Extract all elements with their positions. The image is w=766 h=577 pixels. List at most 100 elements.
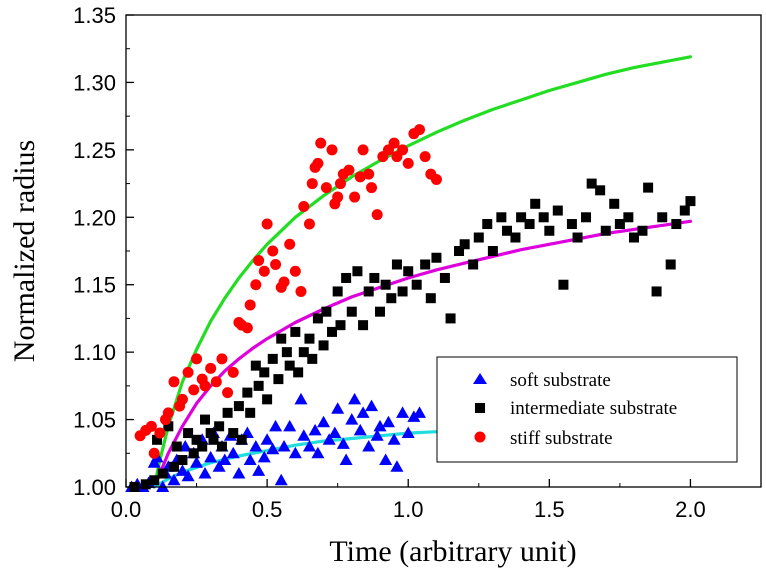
- soft-substrate-point: [387, 433, 401, 445]
- legend-box: [436, 356, 738, 463]
- intermediate-substrate-point: [293, 367, 304, 378]
- soft-substrate-point: [175, 464, 189, 476]
- soft-substrate-point: [277, 440, 291, 452]
- stiff-substrate-point: [332, 191, 344, 203]
- soft-substrate-point: [212, 460, 226, 472]
- intermediate-substrate-point: [454, 246, 465, 256]
- intermediate-substrate-point: [595, 185, 606, 196]
- intermediate-substrate-point: [524, 219, 535, 230]
- stiff-substrate-point: [295, 285, 307, 297]
- intermediate-substrate-point: [425, 293, 436, 304]
- intermediate-substrate-point: [168, 461, 179, 472]
- soft-substrate-point: [390, 460, 404, 472]
- intermediate-substrate-point: [572, 232, 583, 243]
- stiff-substrate-point: [388, 137, 400, 149]
- intermediate-substrate-point: [657, 212, 668, 223]
- soft-substrate-point: [308, 423, 322, 436]
- intermediate-substrate-point: [510, 232, 521, 243]
- stiff-substrate-point: [354, 171, 366, 183]
- stiff-substrate-point: [227, 366, 239, 378]
- stiff-substrate-point: [145, 420, 157, 432]
- intermediate-substrate-point: [188, 448, 199, 459]
- soft-substrate-point: [204, 450, 218, 463]
- stiff-substrate-point: [298, 200, 310, 212]
- legend-label-soft-substrate: soft substrate: [510, 370, 611, 391]
- intermediate-substrate-point: [375, 306, 385, 317]
- soft-substrate-point: [167, 473, 181, 486]
- soft-substrate-point: [317, 415, 331, 428]
- intermediate-substrate-point: [321, 306, 332, 317]
- intermediate-substrate-point: [228, 428, 239, 439]
- stiff-substrate-point: [154, 427, 166, 439]
- intermediate-substrate-point: [445, 313, 456, 324]
- y-tick-label: 1.30: [73, 70, 116, 95]
- stiff-substrate-point: [199, 380, 211, 392]
- soft-substrate-point: [331, 402, 345, 414]
- intermediate-substrate-point: [581, 212, 592, 223]
- legend-label-intermediate-substrate: intermediate substrate: [510, 398, 677, 419]
- x-axis-title: Time (arbitrary unit): [329, 535, 576, 568]
- soft-substrate-point: [257, 450, 271, 463]
- soft-substrate-point: [322, 433, 336, 445]
- intermediate-substrate-point: [586, 178, 597, 189]
- intermediate-substrate-point: [609, 198, 620, 209]
- soft-substrate-point: [294, 392, 308, 405]
- data-markers: [125, 124, 696, 492]
- soft-substrate-point: [198, 467, 212, 479]
- intermediate-substrate-point: [614, 219, 625, 230]
- intermediate-substrate-point: [290, 326, 301, 337]
- intermediate-substrate-point: [177, 455, 188, 466]
- stiff-substrate-point: [371, 209, 383, 221]
- y-tick-label: 1.25: [73, 138, 116, 163]
- x-tick-label: 2.0: [675, 497, 706, 522]
- intermediate-substrate-point: [267, 353, 278, 364]
- intermediate-substrate-point: [200, 414, 211, 425]
- stiff-substrate-point: [267, 245, 279, 257]
- stiff-substrate-point: [419, 151, 431, 163]
- intermediate-substrate-point: [242, 387, 253, 398]
- intermediate-substrate-point: [327, 326, 338, 337]
- intermediate-substrate-point: [420, 259, 431, 270]
- legend-marker-soft-substrate: [473, 373, 487, 384]
- intermediate-substrate-point: [459, 239, 470, 250]
- intermediate-substrate-point: [346, 306, 357, 317]
- intermediate-substrate-point: [685, 196, 696, 207]
- stiff-substrate-point: [188, 384, 200, 396]
- soft-substrate-point: [345, 413, 359, 425]
- intermediate-substrate-point: [152, 434, 163, 445]
- stiff-substrate-point: [148, 447, 160, 459]
- intermediate-substrate-point: [236, 434, 247, 445]
- intermediate-substrate-point: [312, 313, 323, 324]
- y-tick-label: 1.00: [73, 475, 116, 500]
- soft-substrate-point: [336, 437, 350, 449]
- soft-substrate-point: [232, 467, 246, 479]
- stiff-substrate-point: [261, 218, 273, 230]
- stiff-substrate-point: [289, 265, 301, 277]
- intermediate-substrate-point: [538, 212, 549, 223]
- stiff-substrate-point: [270, 258, 282, 270]
- stiff-substrate-point: [176, 393, 188, 405]
- intermediate-substrate-point: [473, 232, 484, 243]
- stiff-substrate-point: [357, 144, 369, 156]
- soft-substrate-point: [348, 392, 362, 405]
- intermediate-substrate-point: [253, 380, 264, 391]
- intermediate-substrate-point: [502, 225, 512, 236]
- x-tick-label: 1.5: [534, 497, 565, 522]
- intermediate-substrate-point: [214, 421, 225, 432]
- intermediate-substrate-point: [183, 428, 194, 439]
- soft-substrate-point: [302, 440, 316, 452]
- intermediate-substrate-point: [643, 182, 654, 193]
- intermediate-substrate-point: [273, 374, 284, 385]
- legend-marker-intermediate-substrate: [475, 403, 485, 413]
- soft-substrate-point: [269, 419, 283, 432]
- intermediate-substrate-point: [341, 272, 352, 283]
- stiff-substrate-point: [258, 265, 270, 277]
- soft-substrate-point: [249, 440, 263, 452]
- intermediate-substrate-point: [544, 225, 555, 236]
- soft-substrate-point: [274, 473, 288, 486]
- y-tick-label: 1.05: [73, 408, 116, 433]
- intermediate-substrate-point: [284, 360, 295, 371]
- intermediate-substrate-point: [629, 232, 639, 243]
- y-axis-title: Normalized radius: [8, 140, 41, 362]
- intermediate-substrate-point: [318, 340, 329, 351]
